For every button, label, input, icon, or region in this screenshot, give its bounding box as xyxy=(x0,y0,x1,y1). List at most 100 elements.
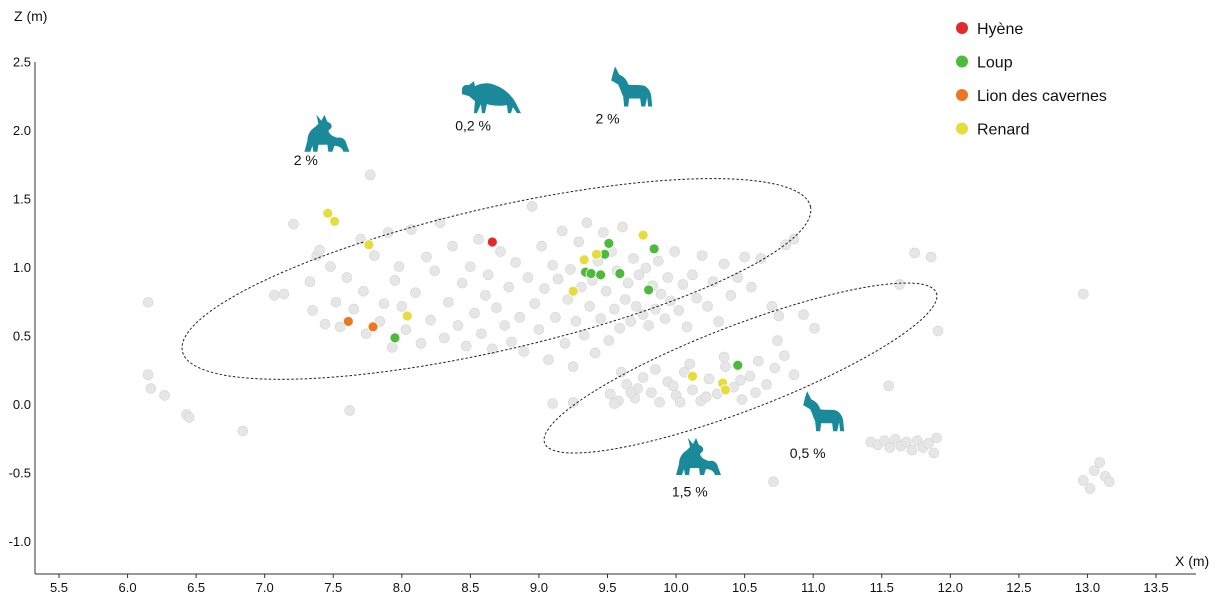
y-tick-label: 1.5 xyxy=(13,192,31,207)
background-point xyxy=(378,298,390,309)
x-tick-label: 12.5 xyxy=(1006,580,1031,593)
background-point xyxy=(609,398,620,409)
background-point xyxy=(669,246,680,257)
background-point xyxy=(369,250,380,261)
background-point xyxy=(288,218,299,230)
background-point xyxy=(552,273,564,285)
percentage-label: 0,5 % xyxy=(790,445,826,461)
background-point xyxy=(654,396,665,408)
point-lion-des-cavernes xyxy=(342,316,354,327)
background-point xyxy=(637,309,649,320)
background-point xyxy=(637,372,649,383)
background-point xyxy=(439,332,450,344)
background-point xyxy=(556,225,568,237)
background-point xyxy=(400,324,412,335)
background-point xyxy=(559,338,571,349)
legend-marker-lion-des-cavernes xyxy=(956,89,968,101)
background-point xyxy=(518,346,530,357)
fox-icon xyxy=(676,438,722,476)
background-point xyxy=(603,335,615,346)
x-tick-label: 8.0 xyxy=(393,580,411,593)
background-point xyxy=(396,301,408,312)
background-point xyxy=(1078,475,1089,486)
percentage-label: 2 % xyxy=(595,111,619,127)
background-point xyxy=(772,335,783,346)
background-point xyxy=(503,281,515,293)
background-point xyxy=(183,412,195,423)
point-hyene xyxy=(486,236,498,248)
background-point xyxy=(159,390,170,401)
y-tick-label: -0.5 xyxy=(9,466,31,481)
background-point xyxy=(703,373,715,385)
background-point xyxy=(659,313,671,324)
wolf-icon-shape xyxy=(611,66,653,107)
background-point xyxy=(429,265,441,277)
wolf-icon xyxy=(611,66,653,107)
x-tick-label: 6.0 xyxy=(119,580,137,593)
x-tick-label: 10.0 xyxy=(663,580,688,593)
background-point xyxy=(536,240,547,252)
background-point xyxy=(779,350,790,361)
background-point xyxy=(421,251,432,263)
background-point xyxy=(735,375,746,386)
x-tick-label: 12.0 xyxy=(938,580,963,593)
point-loup xyxy=(648,243,660,255)
background-point xyxy=(487,343,498,355)
background-point xyxy=(142,296,154,308)
cluster-ellipse xyxy=(543,282,938,454)
background-point xyxy=(720,361,731,372)
x-axis-ticks: 5.5 6.0 6.5 7.0 7.5 8.0 8.5 9.0 9.5 10.0 10.5 11.0 1… xyxy=(50,574,1169,593)
background-point xyxy=(766,301,778,312)
background-point xyxy=(687,269,698,281)
background-point xyxy=(691,292,702,304)
background-point xyxy=(522,272,534,283)
background-point xyxy=(769,362,781,374)
background-point xyxy=(510,257,521,268)
background-point xyxy=(652,255,664,267)
background-point xyxy=(615,366,627,378)
background-point xyxy=(410,287,421,298)
background-point xyxy=(773,310,785,322)
y-axis-ticks: 2.5 2.0 1.5 1.0 0.5 0.0 -0.5 -1.0 xyxy=(9,55,31,550)
wolf-icon-shape xyxy=(803,391,845,432)
background-point xyxy=(725,290,737,301)
fox-icon xyxy=(304,114,350,152)
background-point xyxy=(268,290,280,301)
background-point xyxy=(617,221,628,233)
background-point xyxy=(526,201,538,212)
point-renard xyxy=(687,370,698,382)
axes: Z (m) X (m) xyxy=(14,8,1209,575)
background-point xyxy=(625,316,637,327)
x-tick-label: 11.0 xyxy=(801,580,825,593)
hyena-icon xyxy=(461,81,521,114)
background-point xyxy=(622,277,634,289)
background-point xyxy=(539,283,550,294)
background-point xyxy=(744,370,756,382)
percentage-annotations: 2 % 0,2 % 2 % 0,5 % 1,5 % xyxy=(294,111,826,500)
background-point xyxy=(739,251,750,263)
background-point xyxy=(718,351,730,363)
percentage-label: 1,5 % xyxy=(672,483,708,499)
background-point xyxy=(447,240,458,252)
background-point xyxy=(901,436,912,448)
x-tick-label: 7.0 xyxy=(256,580,274,593)
background-point xyxy=(1104,476,1115,488)
cluster-ellipses xyxy=(181,178,938,454)
background-point xyxy=(628,253,639,264)
background-point xyxy=(393,261,405,272)
background-point xyxy=(931,432,942,444)
background-point xyxy=(923,438,934,449)
x-tick-label: 5.5 xyxy=(50,580,68,593)
background-point xyxy=(883,380,894,392)
background-point xyxy=(480,290,491,301)
background-point xyxy=(640,262,652,274)
animal-icons xyxy=(304,66,845,476)
background-point xyxy=(142,369,154,381)
background-point xyxy=(1084,483,1096,494)
background-point xyxy=(533,324,545,335)
legend-marker-renard xyxy=(956,122,968,135)
background-point xyxy=(529,298,541,309)
percentage-label: 0,2 % xyxy=(455,118,491,134)
point-loup xyxy=(614,268,626,279)
